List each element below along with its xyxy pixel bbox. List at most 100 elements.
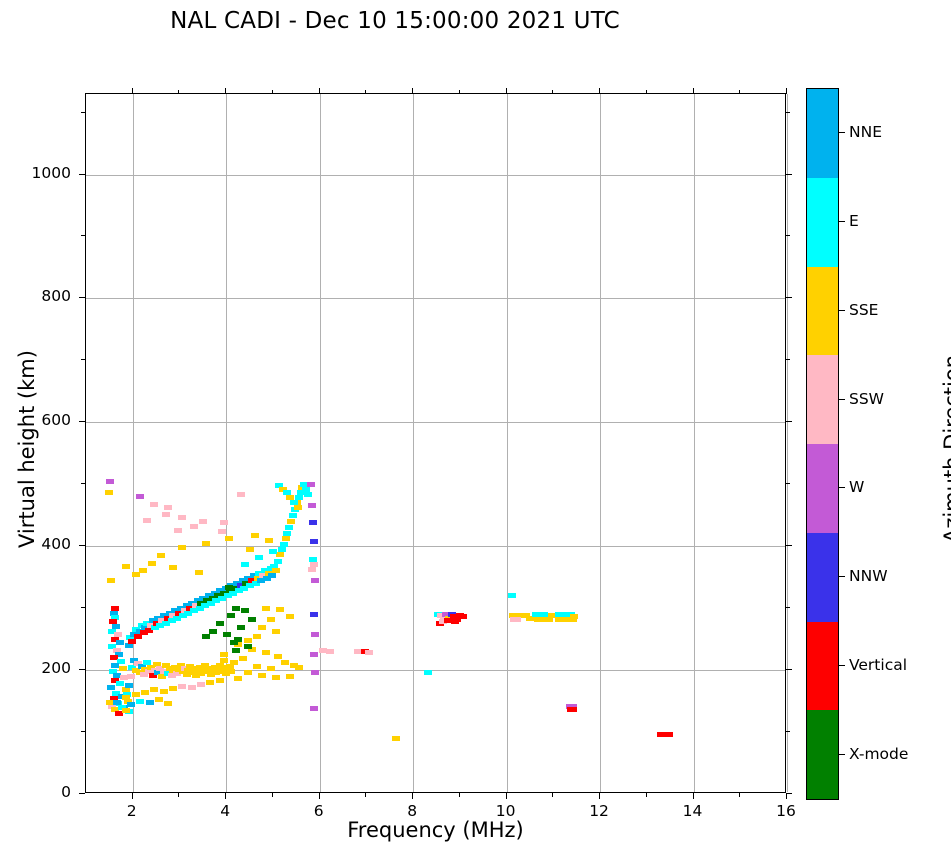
data-point bbox=[236, 625, 245, 631]
data-point bbox=[154, 670, 163, 676]
colorbar-segment-x-mode bbox=[807, 710, 838, 799]
gridline-horizontal bbox=[86, 422, 785, 424]
data-point bbox=[158, 673, 167, 679]
data-point bbox=[267, 666, 276, 672]
data-point bbox=[310, 577, 319, 583]
x-axis-tick-label: 6 bbox=[313, 802, 324, 820]
data-point bbox=[285, 673, 294, 679]
data-point bbox=[521, 613, 530, 619]
data-point bbox=[109, 696, 118, 702]
x-axis-minor-tick bbox=[552, 793, 554, 797]
gridline-vertical bbox=[226, 94, 228, 792]
data-point bbox=[325, 649, 334, 655]
data-point bbox=[176, 662, 185, 668]
data-point bbox=[308, 557, 317, 563]
data-point bbox=[122, 708, 131, 714]
data-point bbox=[306, 481, 315, 487]
data-point bbox=[290, 662, 299, 668]
y-axis-tick bbox=[79, 421, 85, 423]
colorbar bbox=[806, 88, 839, 800]
data-point bbox=[450, 619, 459, 625]
data-point bbox=[243, 670, 252, 676]
data-point bbox=[539, 611, 548, 617]
data-point bbox=[276, 606, 285, 612]
y-axis-minor-tick bbox=[786, 483, 790, 485]
colorbar-label-vertical: Vertical bbox=[849, 655, 908, 674]
data-point bbox=[117, 704, 126, 710]
gridline-vertical bbox=[319, 94, 321, 792]
data-point bbox=[296, 490, 305, 496]
data-point bbox=[294, 495, 303, 501]
x-axis-minor-tick bbox=[645, 90, 647, 94]
data-point bbox=[167, 672, 176, 678]
data-point bbox=[225, 584, 234, 590]
x-axis-tick bbox=[599, 88, 601, 94]
data-point bbox=[246, 583, 255, 589]
data-point bbox=[229, 660, 238, 666]
colorbar-segment-nne bbox=[807, 89, 838, 178]
data-point bbox=[223, 593, 232, 599]
data-point bbox=[281, 536, 290, 542]
data-point bbox=[304, 491, 313, 497]
data-point bbox=[178, 683, 187, 689]
data-point bbox=[300, 481, 309, 487]
data-point bbox=[229, 590, 238, 596]
data-point bbox=[275, 552, 284, 558]
plot-area bbox=[85, 93, 788, 793]
data-point bbox=[513, 616, 522, 622]
data-point bbox=[150, 625, 159, 631]
x-axis-tick-label: 8 bbox=[407, 802, 418, 820]
data-point bbox=[218, 528, 227, 534]
x-axis-minor-tick bbox=[458, 90, 460, 94]
x-axis-tick-label: 4 bbox=[220, 802, 231, 820]
y-axis-tick-label: 0 bbox=[61, 783, 71, 801]
data-point bbox=[194, 569, 203, 575]
data-point bbox=[121, 687, 130, 693]
x-axis-label: Frequency (MHz) bbox=[347, 818, 524, 842]
gridline-horizontal bbox=[86, 298, 785, 300]
y-axis-tick bbox=[79, 545, 85, 547]
data-point bbox=[250, 532, 259, 538]
data-point bbox=[232, 605, 241, 611]
data-point bbox=[310, 631, 319, 637]
data-point bbox=[116, 681, 125, 687]
data-point bbox=[225, 536, 234, 542]
data-point bbox=[161, 620, 170, 626]
data-point bbox=[391, 735, 400, 741]
data-point bbox=[199, 518, 208, 524]
data-point bbox=[309, 538, 318, 544]
data-point bbox=[113, 647, 122, 653]
data-point bbox=[293, 505, 302, 511]
data-point bbox=[282, 490, 291, 496]
data-point bbox=[360, 649, 369, 655]
data-point bbox=[168, 565, 177, 571]
data-point bbox=[201, 540, 210, 546]
data-point bbox=[111, 707, 120, 713]
data-point bbox=[188, 670, 197, 676]
data-point bbox=[128, 639, 137, 645]
data-point bbox=[105, 700, 114, 706]
data-point bbox=[212, 598, 221, 604]
x-axis-tick-label: 14 bbox=[682, 802, 703, 820]
data-point bbox=[156, 623, 165, 628]
y-axis-minor-tick bbox=[81, 235, 85, 237]
x-axis-tick-label: 2 bbox=[126, 802, 137, 820]
data-point bbox=[154, 697, 163, 703]
y-axis-tick bbox=[79, 793, 85, 794]
data-point bbox=[255, 554, 264, 560]
x-axis-tick bbox=[225, 88, 227, 94]
data-point bbox=[275, 483, 284, 488]
x-axis-minor-tick bbox=[271, 793, 273, 797]
data-point bbox=[115, 651, 124, 657]
data-point bbox=[145, 668, 154, 674]
y-axis-tick bbox=[79, 297, 85, 299]
data-point bbox=[116, 640, 125, 646]
data-point bbox=[243, 644, 252, 650]
data-point bbox=[114, 631, 123, 637]
data-point bbox=[206, 600, 215, 606]
colorbar-tick bbox=[838, 132, 845, 134]
data-point bbox=[568, 703, 577, 709]
data-point bbox=[164, 505, 173, 511]
data-points-layer bbox=[86, 94, 785, 792]
x-axis-minor-tick bbox=[178, 90, 180, 94]
